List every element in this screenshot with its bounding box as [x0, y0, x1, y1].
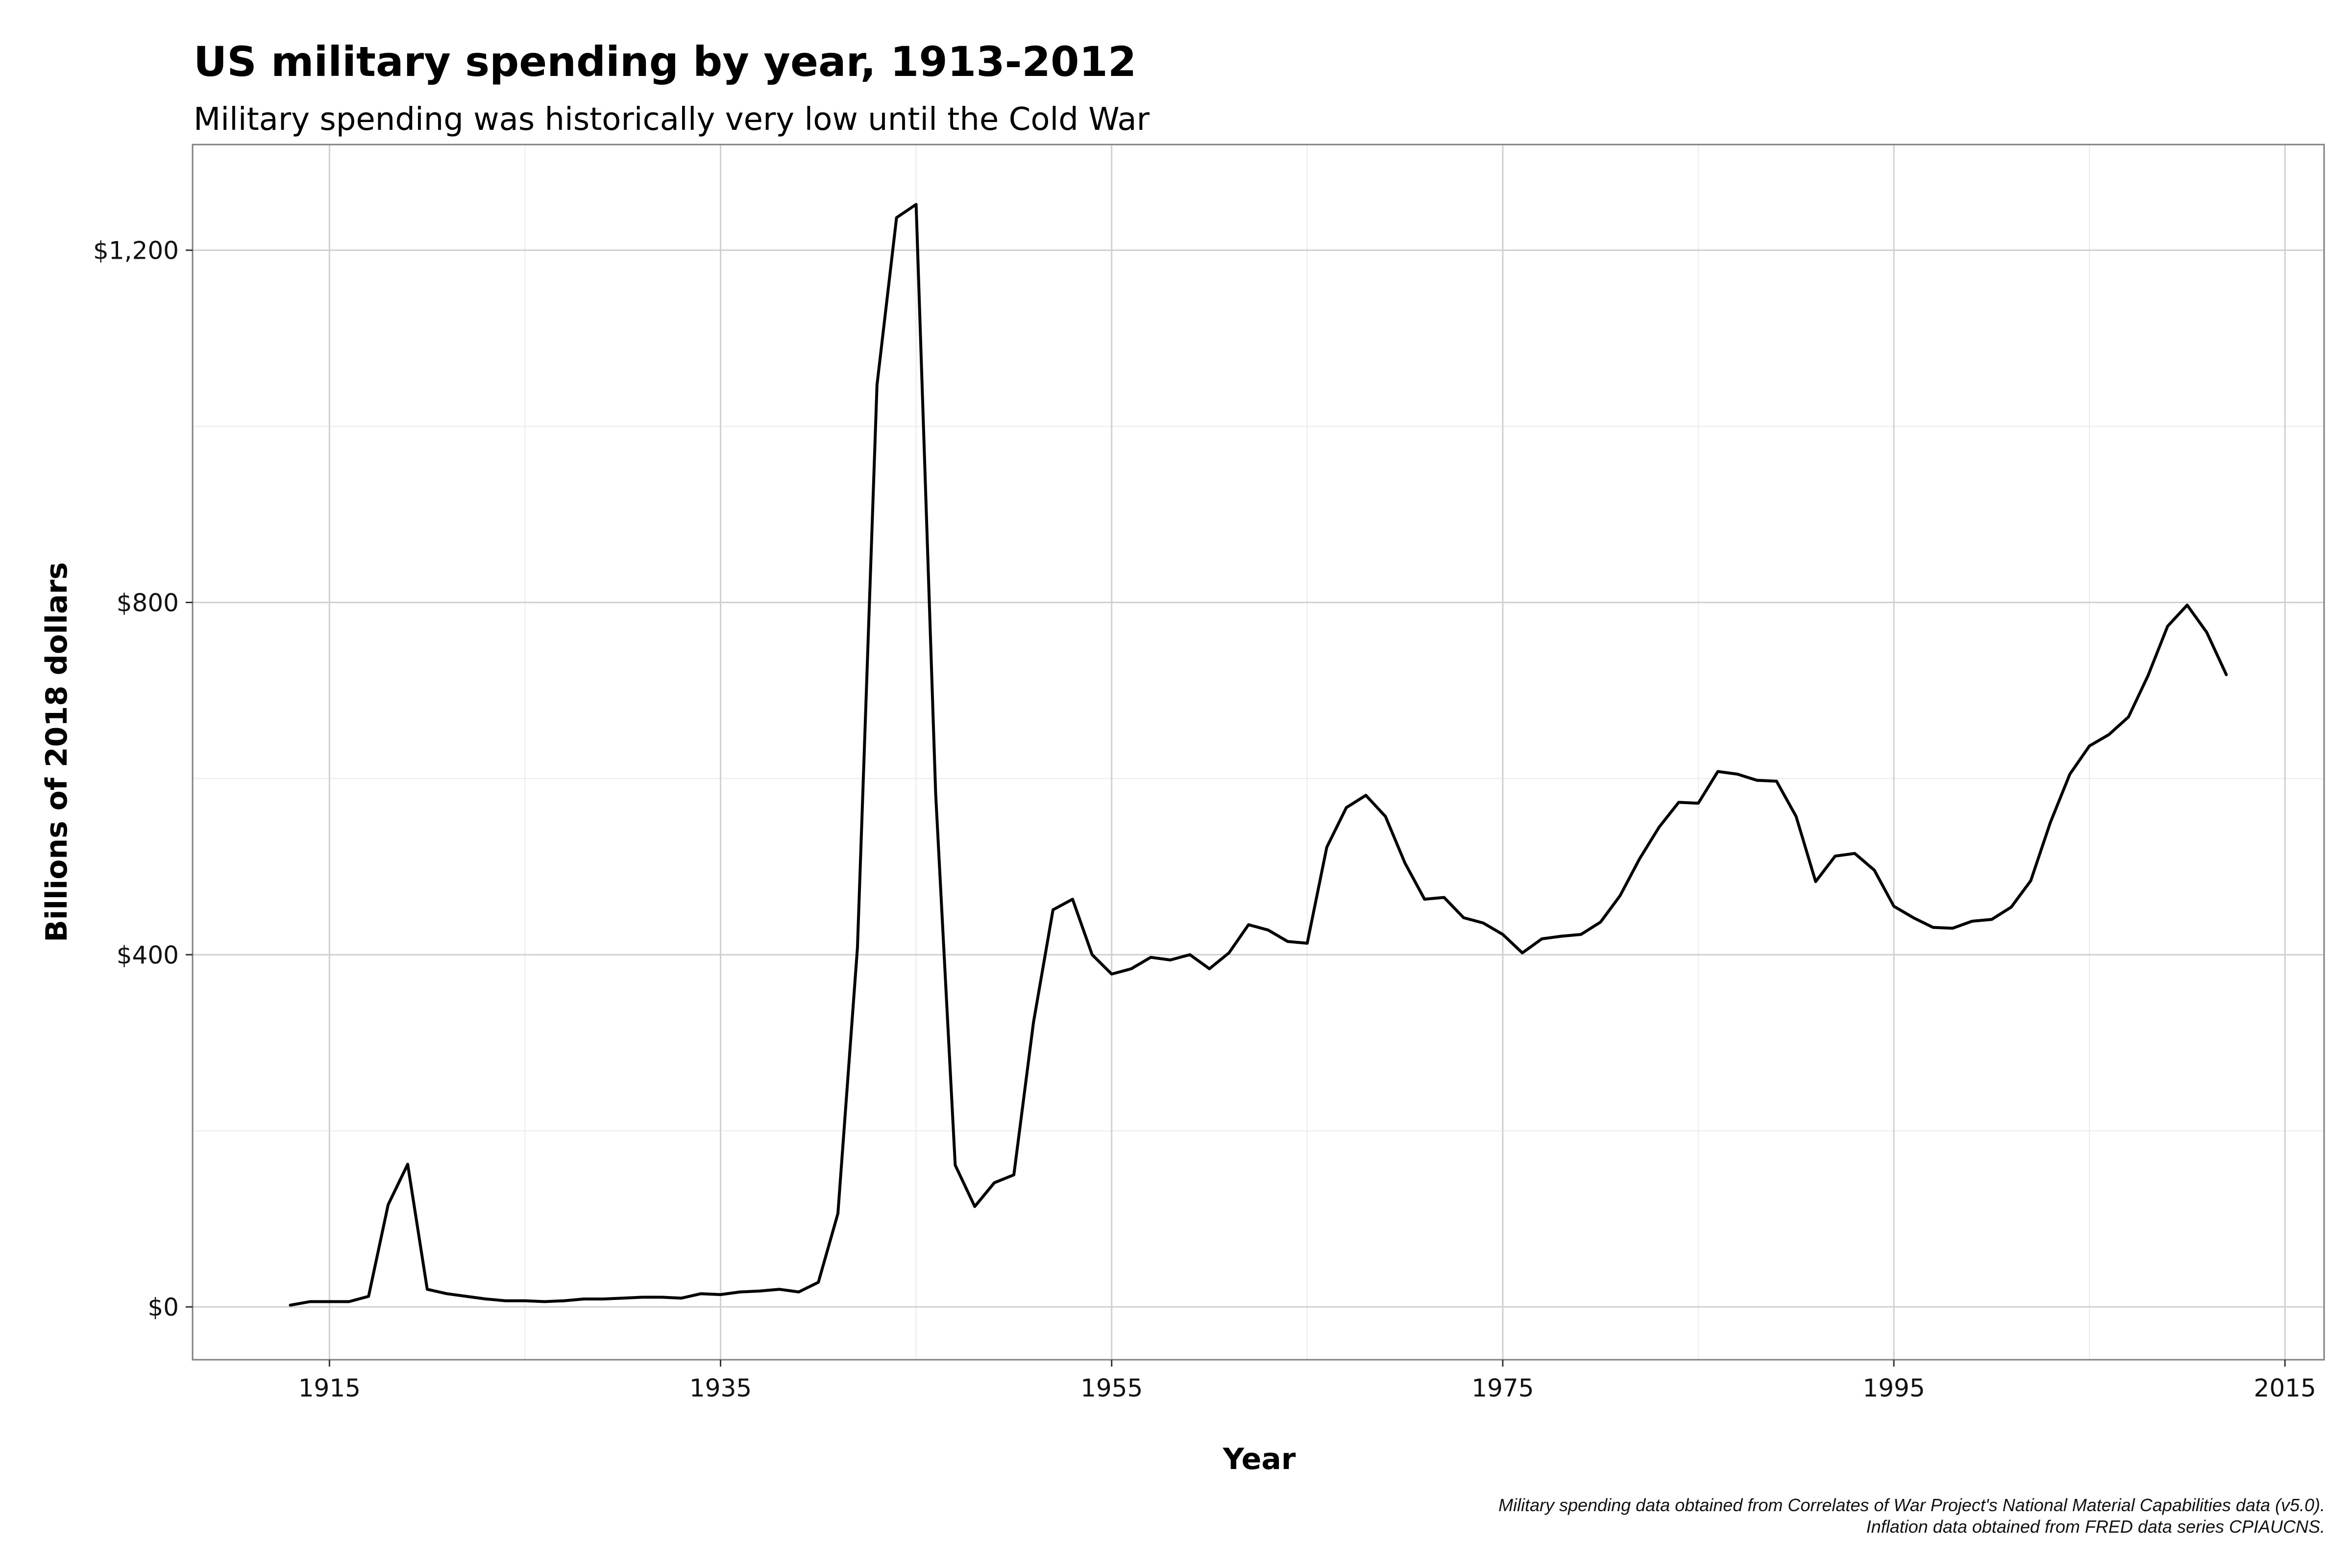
x-tick-label: 1975	[1471, 1374, 1534, 1402]
y-axis-ticks: $0 $400 $800 $1,200	[93, 237, 193, 1322]
x-tick-label: 1955	[1080, 1374, 1143, 1402]
plot-panel-border	[192, 144, 2325, 1361]
chart-subtitle: Military spending was historically very …	[194, 101, 1150, 138]
x-tick-label: 1995	[1862, 1374, 1925, 1402]
x-tick-label: 2015	[2254, 1374, 2316, 1402]
series-line	[289, 203, 2228, 1307]
x-tick-label: 1915	[298, 1374, 361, 1402]
minor-gridlines	[193, 145, 2324, 1360]
y-tick-label: $0	[147, 1293, 179, 1322]
y-tick-label: $400	[117, 941, 179, 969]
x-axis-ticks: 1915 1935 1955 1975 1995 2015	[298, 1360, 2316, 1402]
y-axis-title: Billions of 2018 dollars	[40, 562, 74, 942]
y-tick-label: $1,200	[93, 237, 179, 265]
chart-title: US military spending by year, 1913-2012	[194, 38, 1136, 86]
y-tick-label: $800	[117, 588, 179, 617]
major-gridlines	[193, 145, 2324, 1360]
x-axis-title: Year	[1223, 1442, 1296, 1476]
x-tick-label: 1935	[689, 1374, 752, 1402]
caption-line-2: Inflation data obtained from FRED data s…	[1866, 1517, 2325, 1537]
series-layer	[289, 203, 2228, 1307]
caption-line-1: Military spending data obtained from Cor…	[1498, 1495, 2325, 1515]
